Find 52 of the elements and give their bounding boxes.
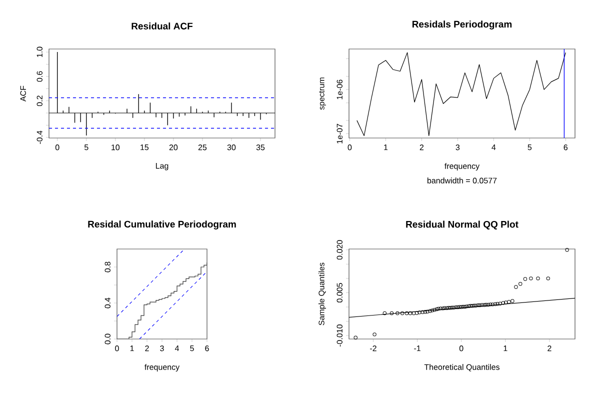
x-tick-label: 15 — [140, 144, 149, 150]
y-tick-label: -0.4 — [36, 130, 42, 144]
x-tick-label: 3 — [456, 144, 460, 150]
x-axis-title: Theoretical Quantiles — [424, 364, 500, 372]
y-axis-title: spectrum — [319, 78, 326, 110]
x-tick-label: -2 — [370, 346, 376, 352]
y-axis-title: Sample Quantiles — [318, 262, 326, 326]
y-tick-label: 0.4 — [104, 298, 110, 308]
y-tick-label: 0.6 — [36, 71, 42, 82]
y-tick-label: 1.0 — [36, 46, 42, 57]
chart-title: Residual Normal QQ Plot — [406, 220, 518, 230]
y-tick-label: -0.010 — [336, 324, 342, 347]
y-tick-label: 1e-07 — [336, 124, 342, 144]
chart-title: Residals Periodogram — [412, 20, 512, 30]
x-tick-label: 0 — [55, 144, 60, 150]
y-tick-label: 0.005 — [336, 283, 342, 302]
line-series — [356, 52, 566, 136]
x-axis-title: frequency — [144, 364, 180, 372]
x-tick-label: 6 — [205, 346, 209, 352]
x-tick-label: 35 — [256, 144, 265, 150]
x-tick-label: 4 — [492, 144, 496, 150]
x-tick-label: 5 — [84, 144, 88, 150]
x-tick-label: 1 — [504, 346, 508, 352]
x-axis-title: frequency — [444, 163, 480, 171]
chart-title: Residal Cumulative Periodogram — [88, 220, 236, 230]
y-tick-label: 0.2 — [36, 96, 42, 106]
x-tick-label: 4 — [174, 346, 179, 352]
x-tick-label: 20 — [169, 144, 178, 150]
y-tick-label: 0.0 — [104, 334, 110, 344]
x-tick-label: 2 — [548, 346, 552, 352]
x-tick-label: 5 — [190, 346, 194, 352]
text: bandwidth = 0.0577 — [427, 178, 497, 184]
x-tick-label: 3 — [160, 346, 164, 352]
y-tick-label: 0.8 — [104, 262, 110, 272]
x-tick-label: 0 — [459, 346, 464, 352]
y-tick-label: 1e-06 — [336, 80, 342, 100]
y-axis-title: ACF — [20, 86, 26, 102]
chart-title: Residual ACF — [132, 22, 193, 30]
x-tick-label: 1 — [130, 346, 134, 352]
x-tick-label: 6 — [564, 144, 568, 150]
y-tick-label: 0.020 — [336, 240, 342, 260]
x-tick-label: 25 — [198, 144, 207, 150]
x-tick-label: 2 — [420, 144, 424, 150]
x-tick-label: 1 — [384, 144, 388, 150]
x-tick-label: 10 — [112, 144, 120, 150]
x-tick-label: 0 — [348, 144, 352, 150]
x-tick-label: 0 — [115, 346, 119, 352]
x-axis-title: Lag — [156, 163, 168, 170]
x-tick-label: -1 — [414, 346, 420, 352]
x-tick-label: 2 — [145, 346, 149, 352]
x-tick-label: 30 — [227, 144, 236, 150]
x-tick-label: 5 — [528, 144, 532, 150]
